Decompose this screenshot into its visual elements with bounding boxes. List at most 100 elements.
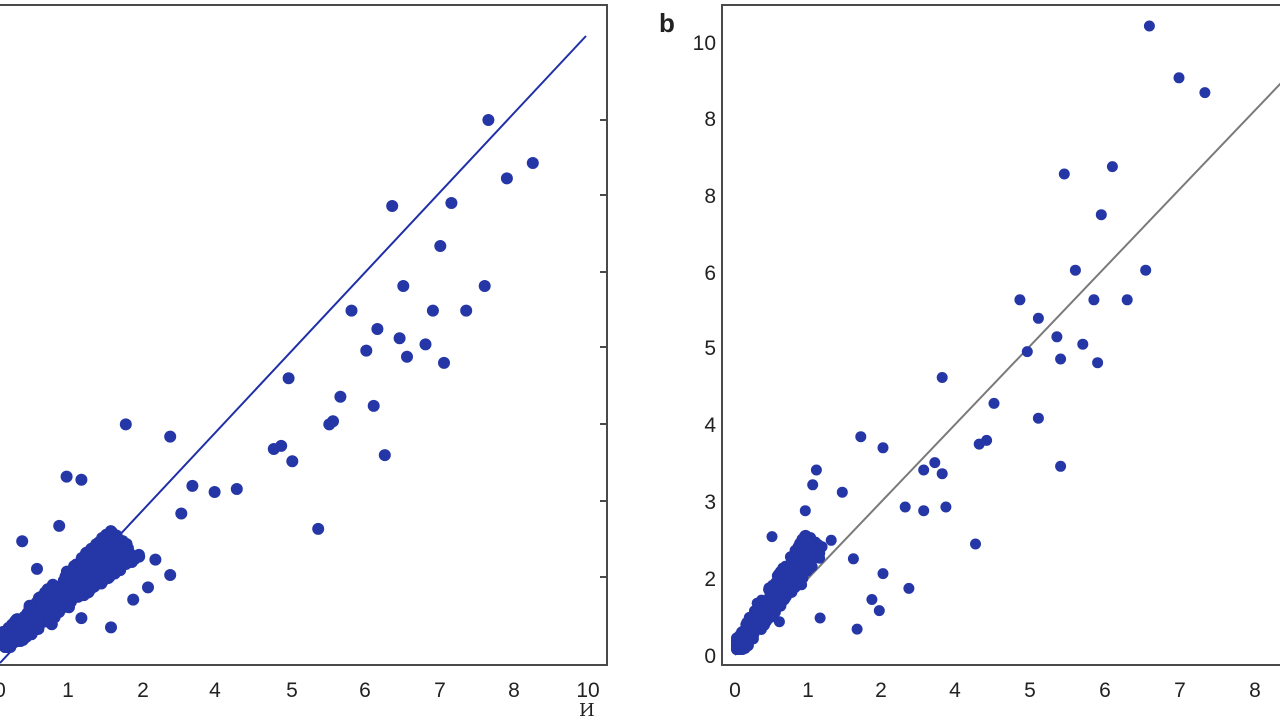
data-point bbox=[799, 505, 811, 517]
data-point bbox=[756, 611, 768, 623]
data-point bbox=[112, 556, 125, 569]
data-point bbox=[64, 584, 77, 597]
data-point bbox=[803, 536, 815, 548]
data-point bbox=[36, 599, 49, 612]
data-point bbox=[1077, 338, 1089, 350]
data-points-b bbox=[730, 20, 1211, 656]
data-point bbox=[1140, 264, 1152, 276]
data-point bbox=[766, 531, 778, 543]
x-tick-label: 0 bbox=[729, 679, 741, 702]
data-point bbox=[149, 553, 162, 566]
data-point bbox=[847, 553, 859, 565]
data-point bbox=[1055, 353, 1067, 365]
data-point bbox=[836, 486, 848, 498]
data-point bbox=[936, 372, 948, 383]
x-tick-labels-b: 0 1 2 4 5 6 7 8 bbox=[729, 679, 1261, 702]
x-tick-label: 0 bbox=[0, 679, 6, 702]
data-point bbox=[792, 541, 804, 553]
data-point bbox=[445, 196, 458, 209]
data-point bbox=[1021, 346, 1033, 358]
data-point bbox=[25, 628, 38, 641]
data-point bbox=[973, 438, 985, 450]
data-point bbox=[401, 350, 413, 363]
data-point bbox=[419, 338, 432, 351]
data-point bbox=[773, 598, 785, 610]
data-point bbox=[16, 633, 29, 646]
fit-line-b bbox=[734, 82, 1280, 656]
y-tick-label: 0 bbox=[704, 645, 716, 668]
data-point bbox=[1121, 294, 1133, 306]
x-tick-label: 6 bbox=[1099, 679, 1111, 702]
data-point bbox=[741, 616, 753, 628]
data-point bbox=[807, 479, 819, 491]
plot-frame-a bbox=[0, 4, 608, 666]
data-point bbox=[866, 594, 878, 605]
scatter-panel-b: b 0 1 2 4 5 6 7 8 0 2 3 4 5 6 8 8 10 bbox=[659, 4, 1280, 702]
data-point bbox=[795, 570, 807, 582]
data-point bbox=[90, 538, 103, 551]
data-point bbox=[378, 449, 391, 462]
x-tick-label: 4 bbox=[209, 679, 221, 702]
data-point bbox=[765, 605, 777, 617]
x-tick-label: 10 bbox=[576, 679, 599, 702]
y-tick-label: 4 bbox=[704, 414, 716, 437]
data-point bbox=[526, 157, 539, 169]
data-point bbox=[740, 634, 752, 646]
data-point bbox=[360, 344, 373, 357]
data-point bbox=[438, 356, 450, 369]
data-point bbox=[773, 572, 785, 584]
data-point bbox=[323, 418, 336, 431]
data-point bbox=[877, 442, 889, 454]
y-tick-label: 10 bbox=[693, 32, 716, 55]
data-point bbox=[45, 618, 58, 631]
corner-mark: И bbox=[579, 700, 595, 720]
x-tick-label: 1 bbox=[802, 679, 814, 702]
y-tick-label: 8 bbox=[704, 108, 716, 131]
data-point bbox=[127, 593, 140, 606]
data-point bbox=[851, 623, 863, 635]
data-point bbox=[1014, 294, 1026, 306]
data-point bbox=[500, 172, 513, 185]
data-point bbox=[75, 473, 88, 486]
data-points-a bbox=[0, 113, 539, 653]
x-tick-label: 8 bbox=[1249, 679, 1261, 702]
data-point bbox=[1106, 161, 1118, 173]
x-tick-label: 8 bbox=[508, 679, 520, 702]
data-point bbox=[282, 372, 295, 385]
data-point bbox=[119, 418, 132, 431]
data-point bbox=[1055, 460, 1067, 472]
data-point bbox=[873, 605, 885, 617]
data-point bbox=[164, 569, 177, 582]
data-point bbox=[334, 390, 347, 403]
x-tick-labels-a: 0 1 2 4 5 6 7 8 10 bbox=[0, 679, 600, 702]
data-point bbox=[751, 597, 763, 609]
data-point bbox=[482, 113, 495, 126]
tick-marks-a bbox=[600, 119, 607, 578]
data-point bbox=[434, 240, 447, 253]
x-tick-label: 2 bbox=[137, 679, 149, 702]
data-point bbox=[371, 323, 384, 336]
data-point bbox=[386, 200, 399, 213]
data-point bbox=[1058, 168, 1070, 180]
data-point bbox=[810, 464, 822, 476]
data-point bbox=[1051, 331, 1063, 343]
data-point bbox=[918, 505, 930, 517]
data-point bbox=[1032, 412, 1044, 424]
data-point bbox=[1143, 20, 1155, 32]
data-point bbox=[1173, 72, 1185, 84]
data-point bbox=[1199, 87, 1211, 99]
data-point bbox=[795, 557, 807, 569]
data-point bbox=[903, 582, 915, 594]
data-point bbox=[87, 576, 100, 589]
data-point bbox=[230, 482, 243, 495]
x-tick-label: 2 bbox=[875, 679, 887, 702]
data-point bbox=[811, 543, 823, 555]
data-point bbox=[918, 464, 930, 476]
data-point bbox=[796, 579, 808, 591]
data-point bbox=[397, 280, 410, 292]
data-point bbox=[31, 562, 43, 575]
data-point bbox=[62, 601, 75, 614]
x-tick-label: 7 bbox=[1174, 679, 1186, 702]
x-tick-label: 5 bbox=[1024, 679, 1036, 702]
